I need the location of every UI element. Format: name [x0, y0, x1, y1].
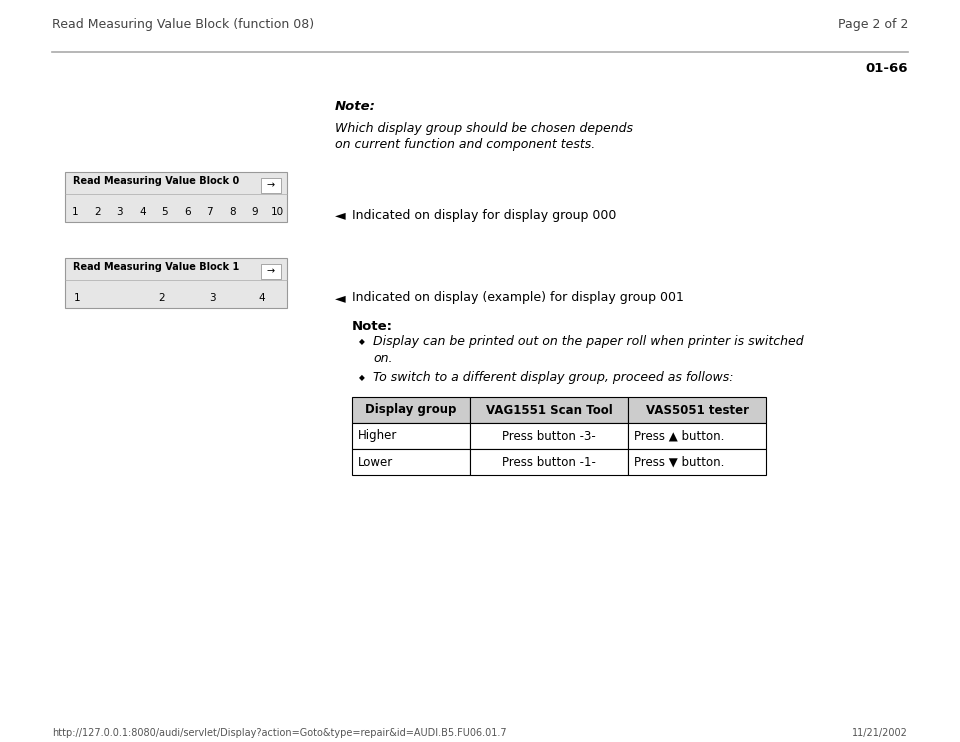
Text: 4: 4	[258, 293, 265, 303]
Text: ◆: ◆	[359, 373, 365, 382]
Text: Read Measuring Value Block (function 08): Read Measuring Value Block (function 08)	[52, 18, 314, 31]
Text: Indicated on display (example) for display group 001: Indicated on display (example) for displ…	[352, 292, 684, 304]
Text: Read Measuring Value Block 0: Read Measuring Value Block 0	[73, 176, 239, 186]
Text: Note:: Note:	[335, 100, 376, 113]
Text: Which display group should be chosen depends: Which display group should be chosen dep…	[335, 122, 633, 135]
Text: 4: 4	[139, 207, 146, 217]
Text: 6: 6	[184, 207, 190, 217]
Text: Higher: Higher	[358, 430, 397, 442]
Text: Read Measuring Value Block 1: Read Measuring Value Block 1	[73, 262, 239, 272]
Text: To switch to a different display group, proceed as follows:: To switch to a different display group, …	[373, 372, 733, 384]
Text: 1: 1	[72, 207, 79, 217]
Text: 3: 3	[209, 293, 216, 303]
Text: 8: 8	[228, 207, 235, 217]
Text: ◆: ◆	[359, 338, 365, 347]
Text: 2: 2	[94, 207, 101, 217]
Text: http://127.0.0.1:8080/audi/servlet/Display?action=Goto&type=repair&id=AUDI.B5.FU: http://127.0.0.1:8080/audi/servlet/Displ…	[52, 728, 507, 738]
Text: 01-66: 01-66	[866, 62, 908, 75]
Text: →: →	[267, 266, 276, 277]
Text: Display group: Display group	[366, 404, 457, 416]
Text: Note:: Note:	[352, 320, 393, 333]
Bar	[261, 264, 281, 279]
Text: ◄: ◄	[335, 291, 346, 305]
Text: 7: 7	[206, 207, 213, 217]
Text: ◄: ◄	[335, 208, 346, 222]
Text: →: →	[267, 180, 276, 191]
Text: Display can be printed out on the paper roll when printer is switched: Display can be printed out on the paper …	[373, 335, 804, 349]
Text: 2: 2	[158, 293, 165, 303]
Bar	[261, 178, 281, 193]
Bar	[65, 258, 287, 308]
Text: Page 2 of 2: Page 2 of 2	[838, 18, 908, 31]
Text: 3: 3	[116, 207, 123, 217]
Text: Press ▼ button.: Press ▼ button.	[634, 456, 725, 468]
Text: Lower: Lower	[358, 456, 394, 468]
Bar	[628, 423, 766, 449]
Bar	[65, 172, 287, 222]
Text: VAG1551 Scan Tool: VAG1551 Scan Tool	[486, 404, 612, 416]
Bar	[628, 397, 766, 423]
Text: Press ▲ button.: Press ▲ button.	[634, 430, 725, 442]
Text: 1: 1	[74, 293, 81, 303]
Text: VAS5051 tester: VAS5051 tester	[645, 404, 749, 416]
Text: Indicated on display for display group 000: Indicated on display for display group 0…	[352, 209, 616, 222]
Bar	[470, 449, 628, 475]
Text: 11/21/2002: 11/21/2002	[852, 728, 908, 738]
Bar	[470, 397, 628, 423]
Bar	[352, 397, 470, 423]
Text: 9: 9	[252, 207, 258, 217]
Text: 5: 5	[161, 207, 168, 217]
Text: 10: 10	[271, 207, 283, 217]
Bar	[628, 449, 766, 475]
Bar	[352, 449, 470, 475]
Text: on.: on.	[373, 352, 393, 364]
Text: Press button -1-: Press button -1-	[502, 456, 596, 468]
Text: Press button -3-: Press button -3-	[502, 430, 596, 442]
Bar	[352, 423, 470, 449]
Text: on current function and component tests.: on current function and component tests.	[335, 138, 595, 151]
Bar	[470, 423, 628, 449]
